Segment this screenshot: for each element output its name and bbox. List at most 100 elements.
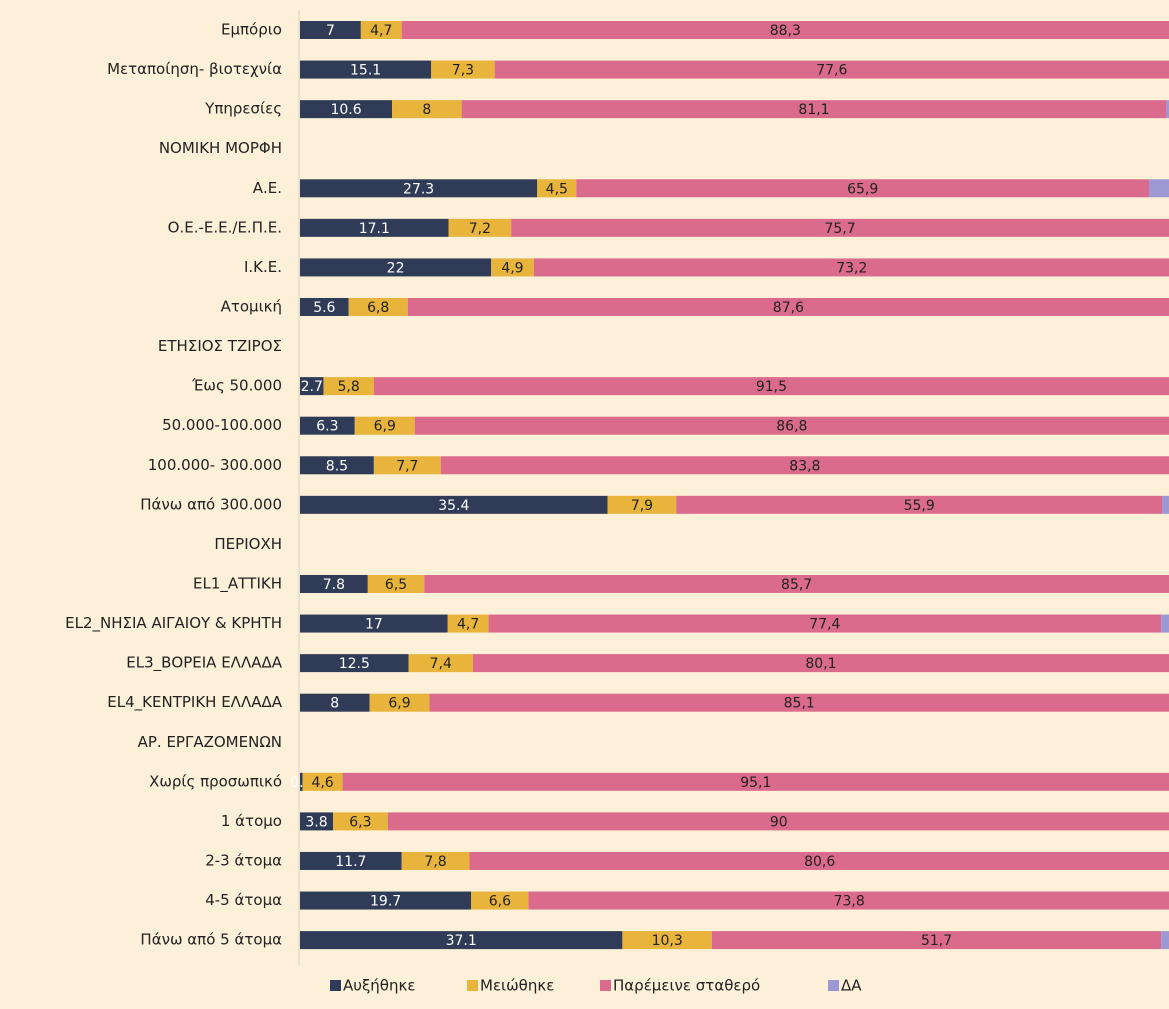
data-label: 5,8	[338, 379, 360, 395]
data-label: 7.8	[323, 577, 345, 593]
bar-segment	[300, 851, 402, 870]
data-label: 4,7	[370, 23, 392, 39]
bar-segment	[300, 100, 393, 119]
data-label: 7	[326, 23, 335, 39]
category-label: EL3_ΒΟΡΕΙΑ ΕΛΛΑΔΑ	[126, 654, 282, 673]
data-label: 22	[387, 260, 405, 276]
bar-segment	[469, 851, 1169, 870]
bar-segment	[367, 574, 425, 593]
bar-segment	[387, 812, 1169, 831]
bar-segment	[373, 377, 1169, 396]
bar-segment	[407, 297, 1169, 316]
data-label: 6,6	[489, 894, 511, 910]
data-label: 6,5	[385, 577, 407, 593]
category-label: 2-3 άτομα	[205, 851, 282, 869]
bar-segment	[360, 21, 402, 39]
data-label: 51,7	[921, 933, 952, 949]
bar-segment	[622, 931, 712, 950]
legend-label: Παρέμεινε σταθερό	[613, 977, 760, 995]
category-label: 4-5 άτομα	[205, 891, 282, 909]
data-label: 8	[422, 102, 431, 118]
data-label: 73,2	[836, 260, 867, 276]
bar-segment	[300, 654, 409, 673]
bar-segment	[369, 693, 430, 712]
data-label: 6,3	[349, 814, 371, 830]
data-label: 37.1	[446, 933, 477, 949]
bar-segment	[333, 812, 388, 831]
bar-segment	[1162, 495, 1169, 514]
legend-swatch	[467, 980, 478, 991]
bar-segment	[471, 891, 529, 910]
data-label: 6.3	[316, 419, 338, 435]
category-label: Υπηρεσίες	[204, 100, 282, 118]
category-label: 50.000-100.000	[162, 416, 282, 434]
category-label: Χωρίς προσωπικό	[149, 772, 282, 790]
data-label: 15.1	[350, 63, 381, 79]
data-label: 17.1	[359, 221, 390, 237]
bar-segment	[300, 495, 608, 514]
data-label: 7,8	[424, 854, 446, 870]
bar-segment	[300, 456, 374, 475]
bar-segment	[300, 60, 432, 79]
legend-swatch	[330, 980, 341, 991]
category-label: ΑΡ. ΕΡΓΑΖΟΜΕΝΩΝ	[138, 733, 282, 751]
data-label: 4,6	[311, 775, 333, 791]
bar-segment	[300, 891, 472, 910]
legend-label: ΔΑ	[841, 977, 862, 995]
bar-segment	[429, 693, 1169, 712]
category-label: EL4_ΚΕΝΤΡΙΚΗ ΕΛΛΑΔΑ	[107, 693, 282, 712]
bar-segment	[537, 179, 577, 198]
category-label: Έως 50.000	[191, 377, 282, 395]
data-label: 19.7	[370, 894, 401, 910]
data-label: 75,7	[824, 221, 855, 237]
bar-segment	[1166, 100, 1169, 119]
data-label: 6,9	[374, 419, 396, 435]
bar-segment	[1161, 931, 1169, 950]
data-label: 11.7	[335, 854, 366, 870]
data-label: 2.7	[301, 379, 323, 395]
data-label: 7,7	[396, 458, 418, 474]
bar-segment	[533, 258, 1169, 277]
data-label: 35.4	[438, 498, 469, 514]
category-label: EL2_ΝΗΣΙΑ ΑΙΓΑΙΟΥ & ΚΡΗΤΗ	[65, 614, 282, 633]
bar-segment	[373, 456, 441, 475]
data-label: 6,9	[388, 696, 410, 712]
data-label: 5.6	[313, 300, 335, 316]
bar-segment	[302, 772, 343, 791]
bar-segment	[494, 60, 1169, 79]
data-label: 80,6	[804, 854, 835, 870]
legend-label: Αυξήθηκε	[343, 977, 415, 995]
data-label: 88,3	[770, 23, 801, 39]
data-label: 7,3	[452, 63, 474, 79]
data-label: 81,1	[798, 102, 829, 118]
data-label: 3.8	[305, 814, 327, 830]
category-label: Πάνω από 5 άτομα	[140, 931, 282, 949]
bar-segment	[676, 495, 1163, 514]
data-label: 27.3	[403, 181, 434, 197]
bar-segment	[440, 456, 1169, 475]
bar-segment	[392, 100, 462, 119]
category-label: Ο.Ε.-Ε.Ε./Ε.Π.Ε.	[168, 218, 282, 236]
bar-segment	[448, 218, 512, 237]
data-label: 80,1	[805, 656, 836, 672]
bar-segment	[408, 654, 473, 673]
bar-segment	[323, 377, 374, 396]
bar-segment	[300, 218, 449, 237]
bar-segment	[300, 21, 361, 39]
data-label: 65,9	[847, 181, 878, 197]
bar-segment	[348, 297, 408, 316]
bar-segment	[300, 258, 492, 277]
bar-segment	[447, 614, 489, 633]
bar-segment	[1149, 179, 1169, 198]
data-label: 10,3	[652, 933, 683, 949]
data-label: 55,9	[904, 498, 935, 514]
bar-segment	[424, 574, 1169, 593]
category-label: 100.000- 300.000	[148, 456, 282, 474]
bar-segment	[414, 416, 1169, 435]
data-label: 12.5	[339, 656, 370, 672]
data-label: 95,1	[740, 775, 771, 791]
bar-segment	[528, 891, 1169, 910]
bar-segment	[300, 297, 349, 316]
data-label: 77,6	[816, 63, 847, 79]
